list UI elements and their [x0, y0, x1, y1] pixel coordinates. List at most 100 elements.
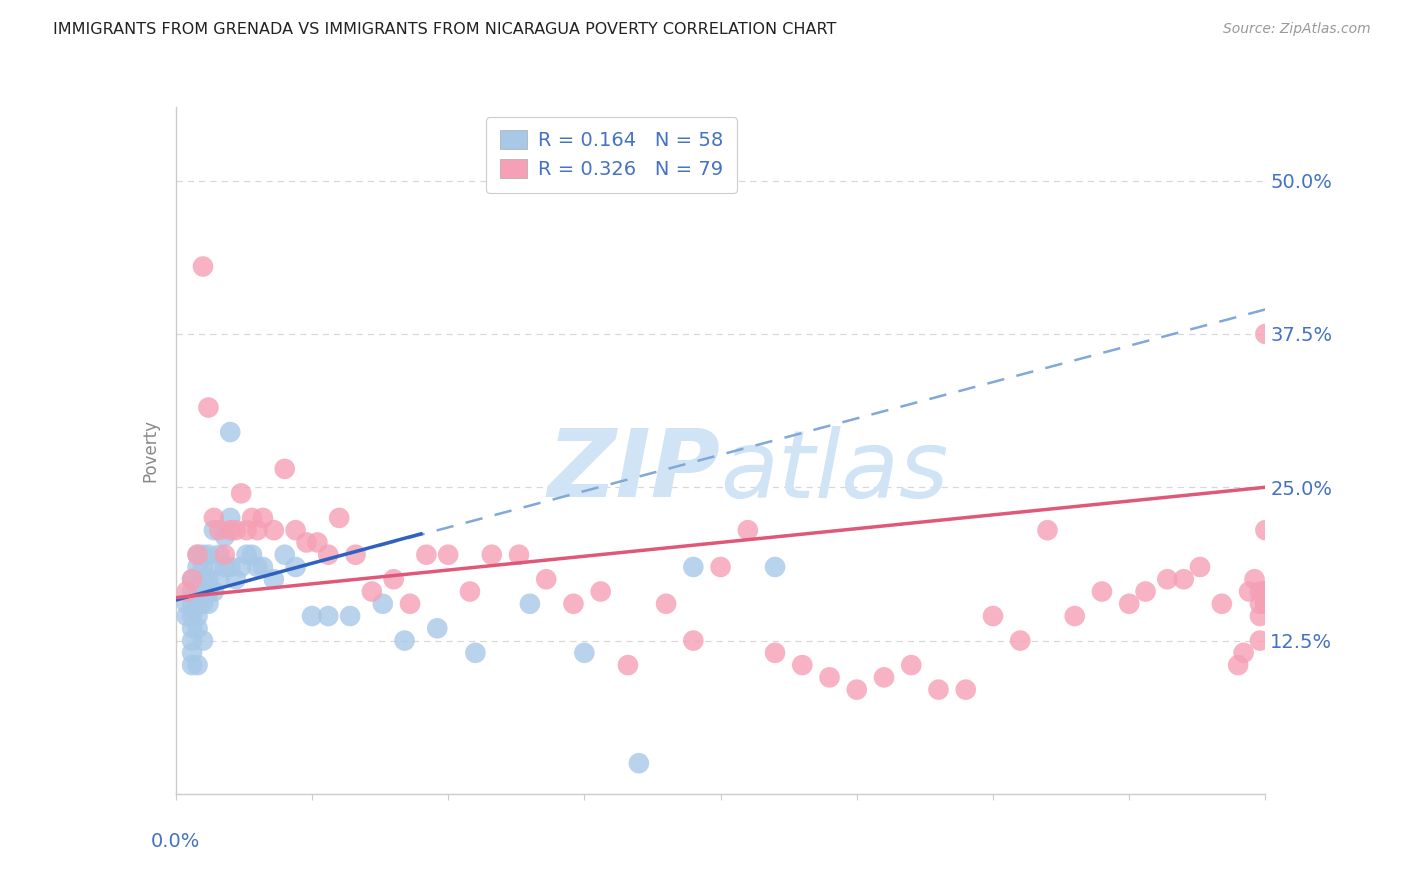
Point — [534, 572, 557, 586]
Point — [186, 548, 209, 562]
Point — [197, 572, 219, 586]
Point — [202, 584, 225, 599]
Point — [274, 548, 297, 562]
Point — [186, 560, 209, 574]
Point — [225, 572, 247, 586]
Point — [682, 560, 704, 574]
Point — [231, 486, 253, 500]
Point — [1254, 584, 1277, 599]
Point — [928, 682, 950, 697]
Point — [464, 646, 486, 660]
Point — [371, 597, 394, 611]
Point — [682, 633, 704, 648]
Point — [181, 646, 204, 660]
Point — [1173, 572, 1195, 586]
Point — [1249, 633, 1271, 648]
Point — [181, 584, 204, 599]
Point — [191, 584, 214, 599]
Point — [274, 462, 297, 476]
Point — [1254, 523, 1277, 537]
Point — [219, 523, 242, 537]
Text: IMMIGRANTS FROM GRENADA VS IMMIGRANTS FROM NICARAGUA POVERTY CORRELATION CHART: IMMIGRANTS FROM GRENADA VS IMMIGRANTS FR… — [53, 22, 837, 37]
Text: 0.0%: 0.0% — [150, 831, 201, 851]
Point — [181, 572, 204, 586]
Point — [186, 658, 209, 673]
Point — [186, 584, 209, 599]
Point — [202, 511, 225, 525]
Point — [214, 529, 236, 543]
Point — [655, 597, 678, 611]
Point — [219, 511, 242, 525]
Point — [235, 523, 257, 537]
Point — [186, 609, 209, 624]
Point — [344, 548, 367, 562]
Point — [437, 548, 460, 562]
Point — [818, 670, 841, 684]
Y-axis label: Poverty: Poverty — [142, 419, 160, 482]
Point — [1254, 584, 1277, 599]
Point — [219, 425, 242, 439]
Point — [301, 609, 323, 624]
Point — [197, 584, 219, 599]
Point — [240, 548, 263, 562]
Text: Source: ZipAtlas.com: Source: ZipAtlas.com — [1223, 22, 1371, 37]
Point — [1254, 584, 1277, 599]
Point — [181, 633, 204, 648]
Point — [1254, 597, 1277, 611]
Point — [955, 682, 977, 697]
Point — [1189, 560, 1212, 574]
Point — [360, 584, 382, 599]
Point — [617, 658, 640, 673]
Point — [481, 548, 503, 562]
Point — [240, 511, 263, 525]
Point — [627, 756, 650, 771]
Point — [458, 584, 481, 599]
Point — [1243, 572, 1265, 586]
Point — [1237, 584, 1260, 599]
Point — [191, 560, 214, 574]
Point — [328, 511, 350, 525]
Point — [1249, 597, 1271, 611]
Point — [252, 560, 274, 574]
Point — [208, 548, 231, 562]
Point — [246, 560, 269, 574]
Point — [1249, 609, 1271, 624]
Text: atlas: atlas — [721, 425, 949, 516]
Point — [176, 609, 198, 624]
Point — [873, 670, 896, 684]
Point — [191, 548, 214, 562]
Point — [197, 548, 219, 562]
Point — [295, 535, 318, 549]
Point — [263, 572, 285, 586]
Point — [415, 548, 437, 562]
Point — [263, 523, 285, 537]
Point — [1227, 658, 1250, 673]
Point — [1254, 584, 1277, 599]
Point — [426, 621, 449, 635]
Point — [1254, 597, 1277, 611]
Point — [1254, 597, 1277, 611]
Point — [574, 646, 596, 660]
Point — [202, 560, 225, 574]
Point — [176, 584, 198, 599]
Point — [1249, 584, 1271, 599]
Point — [208, 523, 231, 537]
Point — [191, 260, 214, 274]
Point — [394, 633, 416, 648]
Point — [1211, 597, 1233, 611]
Point — [197, 597, 219, 611]
Point — [1254, 584, 1277, 599]
Point — [186, 597, 209, 611]
Point — [1232, 646, 1256, 660]
Point — [219, 560, 242, 574]
Point — [1036, 523, 1059, 537]
Point — [186, 621, 209, 635]
Point — [318, 609, 340, 624]
Point — [900, 658, 922, 673]
Point — [792, 658, 814, 673]
Point — [1135, 584, 1157, 599]
Point — [589, 584, 612, 599]
Point — [737, 523, 759, 537]
Text: ZIP: ZIP — [548, 425, 721, 517]
Point — [1254, 584, 1277, 599]
